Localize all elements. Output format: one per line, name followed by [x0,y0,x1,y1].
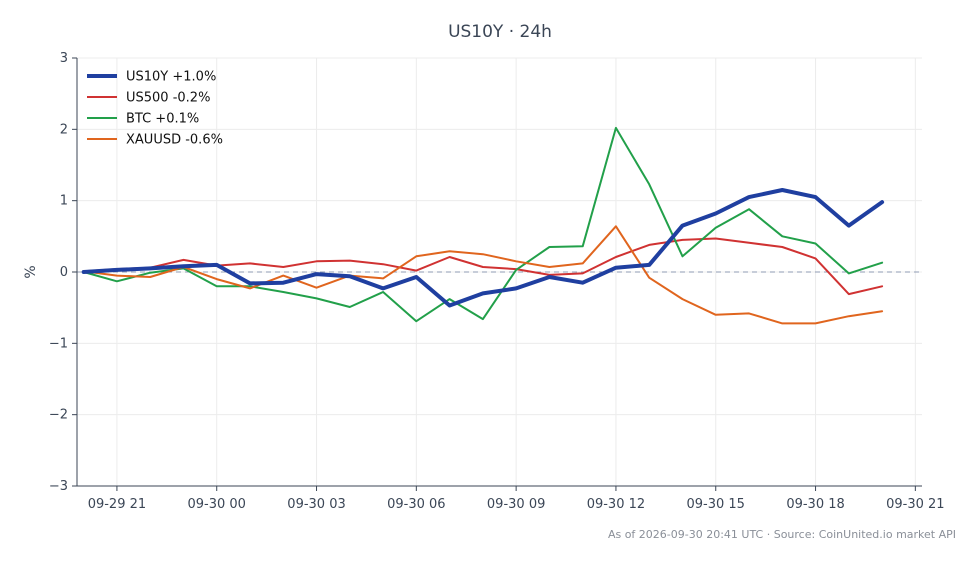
x-tick-label: 09-29 21 [88,497,146,512]
y-axis-label: % [23,265,39,278]
y-tick-label: 0 [60,265,68,280]
grid [77,57,922,487]
series-line-0 [81,188,885,308]
y-tick-label: −3 [49,479,68,494]
x-tick-label: 09-30 18 [786,497,844,512]
legend-label: BTC +0.1% [126,112,199,127]
x-tick-label: 09-30 15 [687,497,745,512]
y-tick-label: −1 [49,336,68,351]
series-line-2 [82,126,884,323]
legend-label: US500 -0.2% [126,91,210,106]
footer-source: As of 2026-09-30 20:41 UTC · Source: Coi… [608,528,956,541]
y-tick-label: 3 [60,51,68,66]
x-tick-label: 09-30 12 [587,497,645,512]
legend: US10Y +1.0% US500 -0.2% BTC +0.1% XAUUSD -0… [87,70,223,148]
legend-label: XAUUSD -0.6% [126,133,223,148]
x-tick-label: 09-30 06 [387,497,445,512]
x-tick-label: 09-30 09 [487,497,545,512]
y-tick-label: 2 [60,122,68,137]
axes: 3 2 1 0 −1 −2 −3 09-29 21 09-30 00 09-30 03 09-30 … [49,51,945,512]
x-tick-label: 09-30 03 [287,497,345,512]
y-tick-label: 1 [60,194,68,209]
x-tick-label: 09-30 21 [886,497,944,512]
chart-title: US10Y · 24h [448,22,552,42]
legend-label: US10Y +1.0% [126,70,216,85]
y-tick-label: −2 [49,408,68,423]
series-lines [81,126,885,325]
series-line-3 [82,225,884,325]
x-tick-label: 09-30 00 [187,497,245,512]
